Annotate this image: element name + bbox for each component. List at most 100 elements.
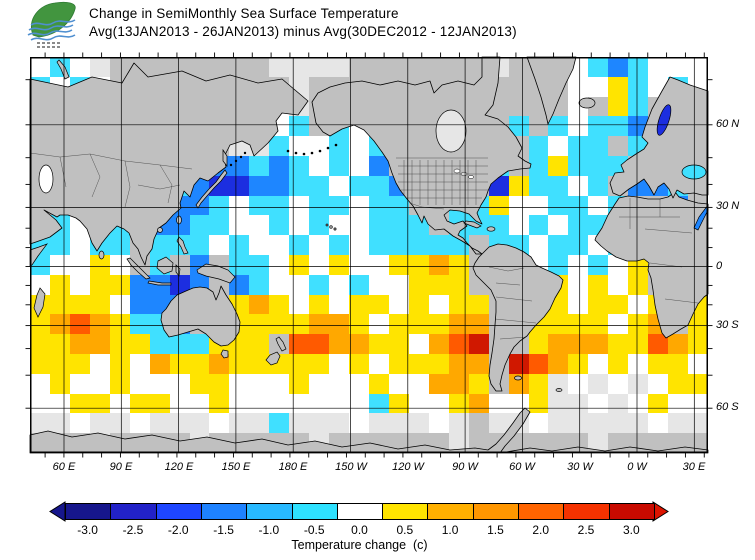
sst-cell	[309, 393, 331, 415]
sst-cell	[628, 76, 650, 98]
africa-borders	[619, 198, 699, 304]
sst-cell	[628, 373, 650, 395]
sst-cell	[289, 175, 311, 197]
sst-cell	[289, 235, 311, 256]
graticule	[25, 52, 713, 458]
sst-cell	[349, 373, 371, 395]
sst-cell	[488, 195, 510, 217]
sst-cell	[568, 215, 590, 236]
sst-cell	[588, 175, 610, 197]
sst-cell	[229, 175, 251, 197]
colorbar-segment	[155, 503, 202, 520]
lat-label: 0	[716, 259, 723, 272]
colorbar-segment	[65, 503, 112, 520]
sst-cell	[309, 215, 331, 236]
sst-cell	[388, 413, 410, 434]
sst-cell	[329, 57, 351, 78]
land-south-georgia	[555, 388, 563, 392]
sst-cell	[269, 195, 291, 217]
colorbar-label: -2.5	[122, 523, 144, 537]
sst-cell	[249, 255, 271, 276]
sst-cell	[209, 413, 231, 434]
sst-cell	[30, 57, 51, 78]
sst-cell	[329, 136, 351, 157]
sst-cell	[149, 373, 171, 395]
sst-cell	[69, 393, 91, 415]
sst-cell	[229, 235, 251, 256]
sst-cell	[349, 413, 371, 434]
sst-cell	[269, 175, 291, 197]
sst-cell	[349, 314, 371, 335]
sst-cell	[309, 57, 331, 78]
sst-cell	[69, 373, 91, 395]
sst-cell	[269, 393, 291, 415]
sst-cell	[588, 354, 610, 375]
sst-cell	[668, 393, 690, 415]
sst-cell	[30, 314, 51, 335]
sst-cell	[289, 116, 311, 137]
sst-cell	[49, 314, 71, 335]
sst-cell	[309, 354, 331, 375]
land-africa	[594, 191, 709, 339]
land-eurasia	[29, 62, 309, 266]
sst-cell	[329, 334, 351, 355]
sst-cell	[608, 96, 630, 118]
sst-cell	[608, 57, 630, 78]
sst-cell	[69, 294, 91, 316]
kuril-islands	[229, 151, 247, 167]
sst-cell	[249, 413, 271, 434]
sst-cell	[608, 373, 630, 395]
sst-cell	[688, 334, 708, 355]
sst-cell	[369, 255, 390, 276]
sst-cell	[468, 354, 490, 375]
sst-cell	[329, 354, 351, 375]
sst-cell	[129, 294, 151, 316]
colorbar-segment	[518, 503, 565, 520]
colorbar-segment	[427, 503, 474, 520]
sst-cell	[69, 274, 91, 296]
sst-cell	[69, 354, 91, 375]
sst-cell	[508, 373, 530, 395]
sst-cell	[89, 57, 111, 78]
sst-cell	[229, 373, 251, 395]
sst-cell	[49, 294, 71, 316]
sst-cell	[189, 393, 211, 415]
sst-cell	[388, 255, 410, 276]
sst-cell	[89, 334, 111, 355]
sst-cell	[369, 156, 390, 177]
sst-cell	[548, 354, 570, 375]
sst-cell	[388, 393, 410, 415]
sst-cell	[628, 96, 650, 118]
sst-cell	[189, 215, 211, 236]
sst-cell	[129, 334, 151, 355]
sst-cell	[369, 354, 390, 375]
sst-cell	[688, 413, 708, 434]
land-iceland	[578, 97, 596, 109]
sst-cell	[528, 334, 550, 355]
sst-cell	[169, 274, 191, 296]
sst-cell	[89, 314, 111, 335]
land-hispaniola	[486, 226, 496, 232]
sst-cell	[548, 314, 570, 335]
sst-cell	[508, 175, 530, 197]
lon-label: 60 E	[52, 461, 76, 473]
sst-cell	[289, 274, 311, 296]
hawaii-islands	[325, 223, 337, 231]
colorbar-label: 0.0	[351, 523, 368, 537]
map-overlay-svg	[25, 52, 713, 458]
sst-cell	[528, 413, 550, 434]
sst-cell	[30, 393, 51, 415]
sst-cell	[548, 334, 570, 355]
sst-cell	[369, 235, 390, 256]
colorbar-label: 2.5	[577, 523, 595, 537]
sst-cell	[448, 255, 470, 276]
sst-cell	[588, 334, 610, 355]
colorbar-label: 0.5	[396, 523, 414, 537]
sst-cell	[309, 294, 331, 316]
colorbar-label: 1.0	[441, 523, 459, 537]
sst-cell	[548, 373, 570, 395]
sst-cell	[548, 116, 570, 137]
sst-cell	[608, 76, 630, 98]
sst-cell	[648, 393, 670, 415]
